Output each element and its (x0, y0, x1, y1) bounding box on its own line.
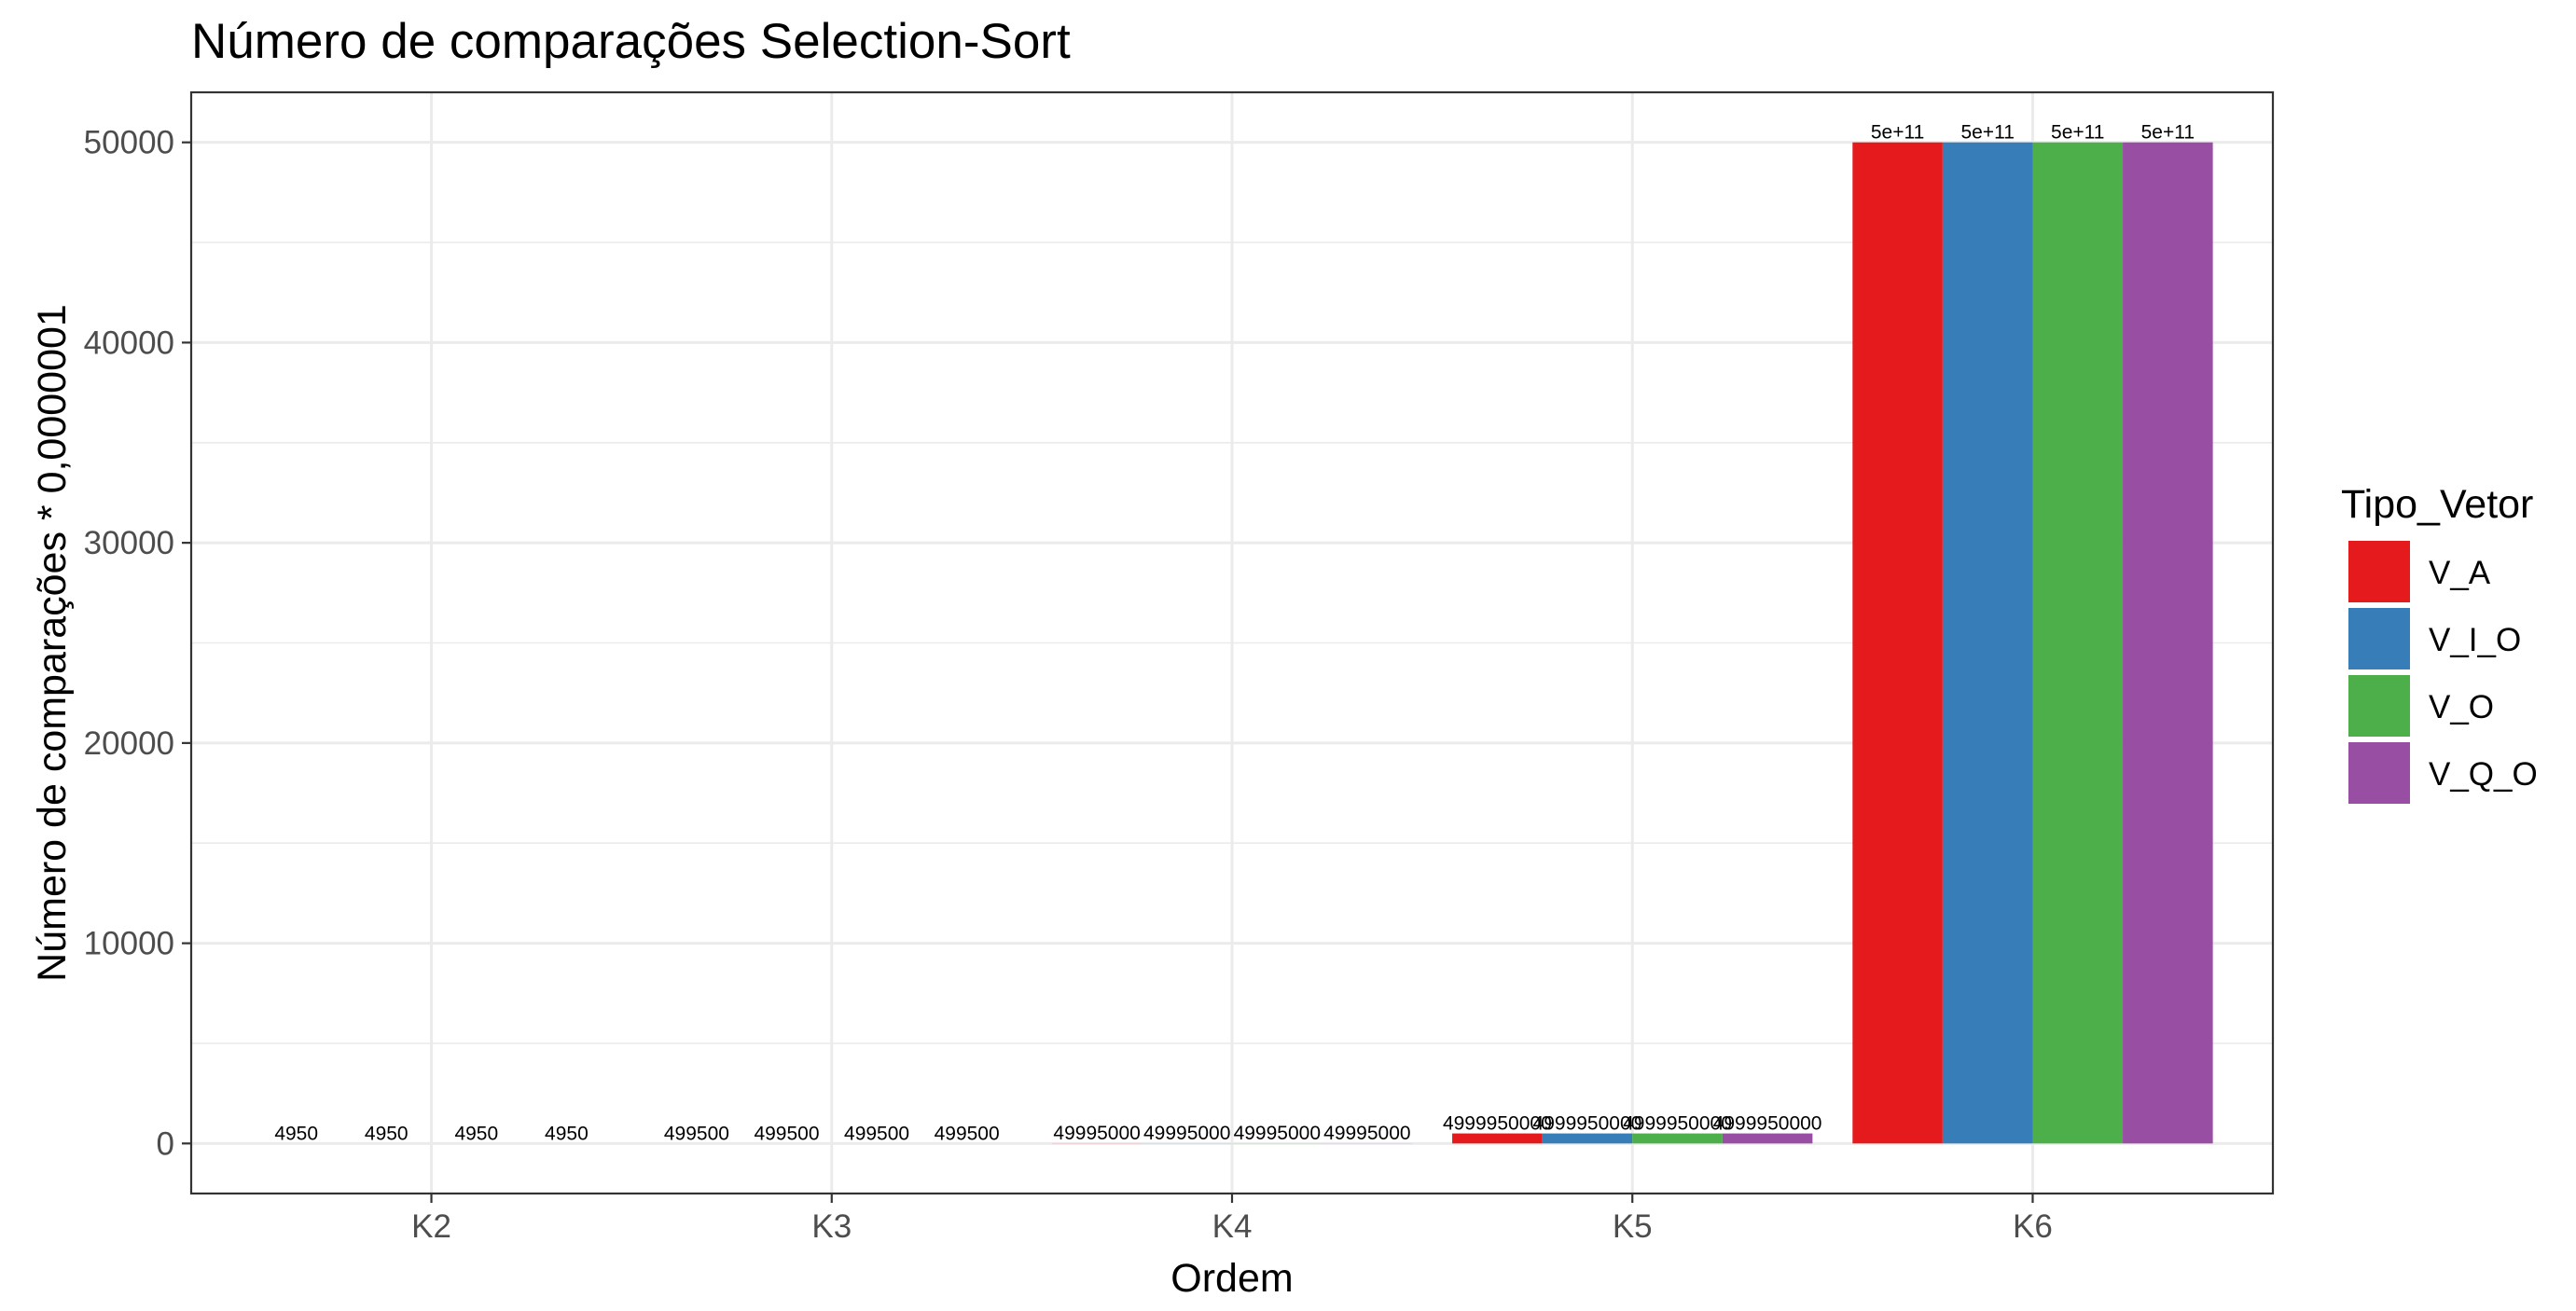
y-tick-label: 40000 (84, 324, 174, 361)
bar (1852, 142, 1943, 1144)
bar-data-label: 5e+11 (1960, 122, 2014, 144)
bar-data-label: 49995000 (1234, 1123, 1321, 1144)
x-tick-label: K6 (2013, 1208, 2053, 1245)
y-tick-label: 20000 (84, 725, 174, 762)
bar-data-label: 4999950000 (1713, 1113, 1822, 1135)
bar-data-label: 4950 (545, 1123, 589, 1144)
x-tick-label: K3 (811, 1208, 852, 1245)
legend-swatch (2348, 742, 2410, 804)
bar-data-label: 49995000 (1323, 1123, 1410, 1144)
y-tick-label: 0 (157, 1125, 174, 1162)
legend-label: V_A (2429, 555, 2491, 591)
legend-label: V_Q_O (2429, 756, 2538, 793)
bar-data-label: 499500 (844, 1123, 909, 1144)
bar-data-label: 499500 (664, 1123, 729, 1144)
bar-data-label: 49995000 (1053, 1123, 1140, 1144)
legend-label: V_O (2429, 689, 2494, 725)
bar-data-label: 499500 (935, 1123, 1000, 1144)
legend-title: Tipo_Vetor (2341, 482, 2533, 527)
legend-swatch (2348, 675, 2410, 737)
x-tick-label: K4 (1212, 1208, 1253, 1245)
y-tick-label: 10000 (84, 926, 174, 962)
bar (1942, 142, 2033, 1144)
bar (2032, 142, 2124, 1144)
x-tick-label: K5 (1613, 1208, 1653, 1245)
legend: Tipo_Vetor V_A V_I_O V_O V_Q_O (2341, 482, 2538, 804)
bar-data-label: 49995000 (1143, 1123, 1230, 1144)
bar-data-label: 5e+11 (1871, 122, 1924, 144)
bar-data-label: 499500 (754, 1123, 819, 1144)
bar-data-label: 5e+11 (2051, 122, 2104, 144)
bar-data-label: 4950 (274, 1123, 318, 1144)
bar (1722, 1133, 1813, 1144)
x-tick-label: K2 (411, 1208, 451, 1245)
y-tick-label: 50000 (84, 125, 174, 161)
y-axis: 0 10000 20000 30000 40000 50000 (84, 125, 191, 1162)
y-tick-label: 30000 (84, 525, 174, 561)
bar (1452, 1133, 1543, 1144)
bar (1632, 1133, 1723, 1144)
bar-labels: 4950 4950 4950 4950 499500 499500 499500 499500… (274, 122, 2195, 1145)
bar-data-label: 4950 (454, 1123, 498, 1144)
bars (651, 142, 2213, 1144)
bar-data-label: 5e+11 (2141, 122, 2195, 144)
bar (1542, 1133, 1633, 1144)
y-axis-title: Número de comparações * 0,0000001 (30, 304, 75, 982)
bar (2123, 142, 2213, 1144)
legend-label: V_I_O (2429, 622, 2521, 658)
bar-data-label: 4999950000 (1443, 1113, 1552, 1135)
gridlines (191, 92, 2273, 1194)
bar-data-label: 4999950000 (1533, 1113, 1642, 1135)
chart-title: Número de comparações Selection-Sort (191, 14, 1071, 69)
legend-swatch (2348, 608, 2410, 669)
legend-swatch (2348, 541, 2410, 602)
bar-data-label: 4999950000 (1623, 1113, 1732, 1135)
x-axis: K2 K3 K4 K5 K6 (411, 1194, 2053, 1245)
bar-data-label: 4950 (365, 1123, 409, 1144)
x-axis-title: Ordem (1170, 1256, 1293, 1301)
